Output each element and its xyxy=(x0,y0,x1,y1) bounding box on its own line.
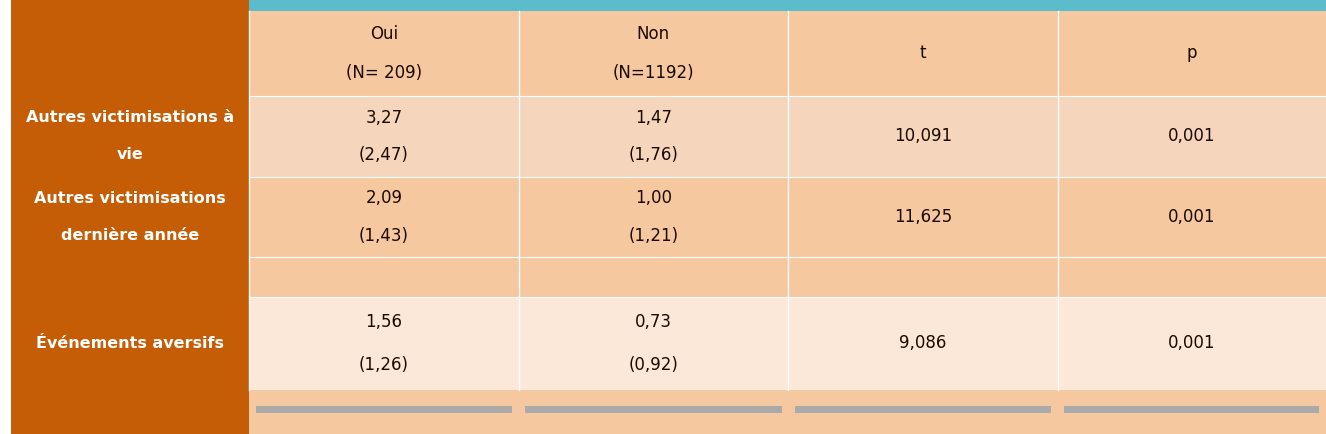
Text: (0,92): (0,92) xyxy=(629,356,679,374)
Text: 0,001: 0,001 xyxy=(1168,335,1216,352)
Bar xyxy=(11,96,249,177)
Text: 0,001: 0,001 xyxy=(1168,208,1216,226)
Text: 3,27: 3,27 xyxy=(365,109,402,127)
Text: Oui: Oui xyxy=(370,25,398,43)
Text: (1,43): (1,43) xyxy=(359,227,408,245)
Bar xyxy=(518,390,788,434)
Bar xyxy=(249,177,518,257)
Bar xyxy=(518,177,788,257)
Bar xyxy=(518,96,788,177)
Bar xyxy=(249,296,518,390)
Text: 11,625: 11,625 xyxy=(894,208,952,226)
Bar xyxy=(249,96,518,177)
Text: 1,47: 1,47 xyxy=(635,109,672,127)
Text: 0,001: 0,001 xyxy=(1168,127,1216,145)
Bar xyxy=(788,96,1058,177)
Bar xyxy=(249,11,518,96)
Bar xyxy=(11,296,249,390)
Bar xyxy=(1058,96,1326,177)
Bar xyxy=(788,296,1058,390)
Bar xyxy=(11,11,249,96)
Text: dernière année: dernière année xyxy=(61,228,199,243)
Bar xyxy=(1058,257,1326,296)
Bar xyxy=(11,257,249,296)
Text: Autres victimisations: Autres victimisations xyxy=(34,191,225,206)
Bar xyxy=(518,257,788,296)
Text: 1,00: 1,00 xyxy=(635,189,672,207)
Text: (1,26): (1,26) xyxy=(359,356,408,374)
Bar xyxy=(788,177,1058,257)
Text: vie: vie xyxy=(117,148,143,162)
Bar xyxy=(788,11,1058,96)
Bar xyxy=(11,0,249,11)
Text: p: p xyxy=(1187,44,1197,62)
Text: 1,56: 1,56 xyxy=(366,313,402,331)
Bar xyxy=(11,177,249,257)
Bar xyxy=(1058,11,1326,96)
Bar xyxy=(11,390,249,434)
Text: (N=1192): (N=1192) xyxy=(613,64,695,82)
Bar xyxy=(249,390,518,434)
Text: (1,76): (1,76) xyxy=(629,146,679,164)
Text: t: t xyxy=(920,44,927,62)
Bar xyxy=(525,406,781,414)
Bar xyxy=(794,406,1052,414)
Text: 9,086: 9,086 xyxy=(899,335,947,352)
Text: (N= 209): (N= 209) xyxy=(346,64,422,82)
Bar xyxy=(1058,296,1326,390)
Text: 0,73: 0,73 xyxy=(635,313,672,331)
Bar xyxy=(249,257,518,296)
Text: Non: Non xyxy=(636,25,670,43)
Bar xyxy=(256,406,512,414)
Bar xyxy=(788,257,1058,296)
Text: Événements aversifs: Événements aversifs xyxy=(36,336,224,351)
Bar xyxy=(518,11,788,96)
Bar xyxy=(1065,406,1319,414)
Bar xyxy=(788,390,1058,434)
Bar xyxy=(249,0,1326,11)
Bar xyxy=(1058,390,1326,434)
Text: (2,47): (2,47) xyxy=(359,146,408,164)
Text: (1,21): (1,21) xyxy=(629,227,679,245)
Text: 2,09: 2,09 xyxy=(366,189,402,207)
Text: Autres victimisations à: Autres victimisations à xyxy=(27,110,235,125)
Bar xyxy=(518,296,788,390)
Text: 10,091: 10,091 xyxy=(894,127,952,145)
Bar xyxy=(1058,177,1326,257)
